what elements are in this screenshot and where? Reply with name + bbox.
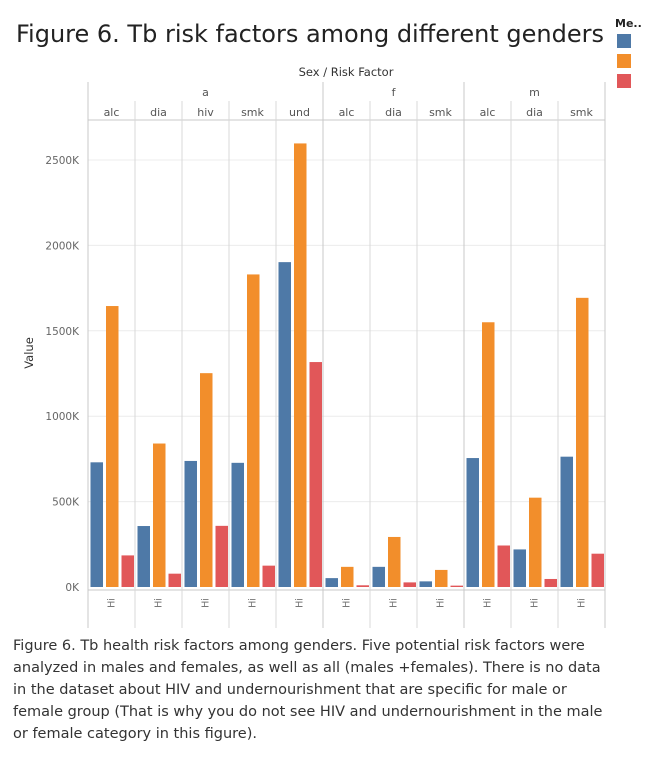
bar [294, 143, 307, 587]
bars [90, 143, 604, 587]
y-tick-label: 2500K [45, 155, 80, 167]
gridlines [88, 159, 605, 503]
factor-header: smk [429, 106, 452, 119]
bar [497, 545, 510, 587]
bar [450, 585, 463, 587]
grouped-bar-chart: Sex / Risk Factor Value 0K 500K 1000K 1500K… [22, 65, 606, 628]
bar-label: Hi [154, 598, 165, 608]
page-title: Figure 6. Tb risk factors among differen… [16, 20, 604, 48]
y-tick-label: 1500K [45, 326, 80, 338]
factor-header: smk [241, 106, 264, 119]
bar [168, 573, 181, 587]
bar-label: Hi [483, 598, 494, 608]
bar [482, 322, 495, 587]
bar-label: Hi [248, 598, 259, 608]
bar [388, 536, 401, 587]
sex-header: m [529, 86, 540, 99]
bar [153, 443, 166, 587]
legend-swatch [617, 74, 631, 88]
bar [591, 553, 604, 587]
legend-title: Me.. [615, 17, 642, 30]
factor-header: alc [339, 106, 355, 119]
bar [372, 566, 385, 587]
bar-label: Hi [107, 598, 118, 608]
bar [435, 569, 448, 587]
column-headers: a alc dia hiv smk und f alc dia smk m alc dia smk [104, 86, 594, 119]
sex-header: a [202, 86, 209, 99]
bar [90, 462, 103, 587]
bar [200, 373, 213, 587]
bar-label: Hi [577, 598, 588, 608]
factor-header: alc [480, 106, 496, 119]
y-tick-label: 2000K [45, 240, 80, 252]
y-tick-label: 500K [52, 497, 80, 509]
bar [513, 549, 526, 587]
bar [325, 578, 338, 587]
bar [356, 585, 369, 587]
bar [576, 297, 589, 587]
bar [231, 462, 244, 587]
bar-label: Hi [201, 598, 212, 608]
bar [247, 274, 260, 587]
bar-label: Hi [436, 598, 447, 608]
bar [529, 497, 542, 587]
bar [184, 460, 197, 587]
sex-header: f [392, 86, 397, 99]
factor-header: dia [385, 106, 402, 119]
bar [309, 362, 322, 587]
y-tick-label: 0K [65, 582, 80, 594]
bar [106, 306, 119, 587]
panel-dividers [87, 82, 606, 628]
bar [121, 555, 134, 587]
y-axis-ticks: 0K 500K 1000K 1500K 2000K 2500K [45, 155, 80, 594]
y-tick-label: 1000K [45, 411, 80, 423]
bar-labels: Hi Hi Hi Hi Hi Hi Hi Hi Hi Hi Hi [107, 598, 588, 608]
factor-header: dia [526, 106, 543, 119]
factor-header: smk [570, 106, 593, 119]
factor-header: hiv [197, 106, 214, 119]
bar [466, 458, 479, 587]
bar-label: Hi [295, 598, 306, 608]
bar [278, 262, 291, 587]
bar [560, 456, 573, 587]
bar [215, 525, 228, 587]
bar [419, 581, 432, 587]
factor-header: dia [150, 106, 167, 119]
bar [137, 526, 150, 587]
y-axis-label: Value [22, 337, 36, 369]
figure-caption: Figure 6. Tb health risk factors among g… [13, 638, 603, 742]
bar [262, 565, 275, 587]
factor-header: und [289, 106, 310, 119]
bar [403, 582, 416, 587]
bar [544, 578, 557, 587]
bar [341, 566, 354, 587]
header-title: Sex / Risk Factor [299, 65, 394, 79]
legend-swatch [617, 34, 631, 48]
bar-label: Hi [389, 598, 400, 608]
factor-header: alc [104, 106, 120, 119]
bar-label: Hi [530, 598, 541, 608]
bar-label: Hi [342, 598, 353, 608]
legend-swatch [617, 54, 631, 68]
